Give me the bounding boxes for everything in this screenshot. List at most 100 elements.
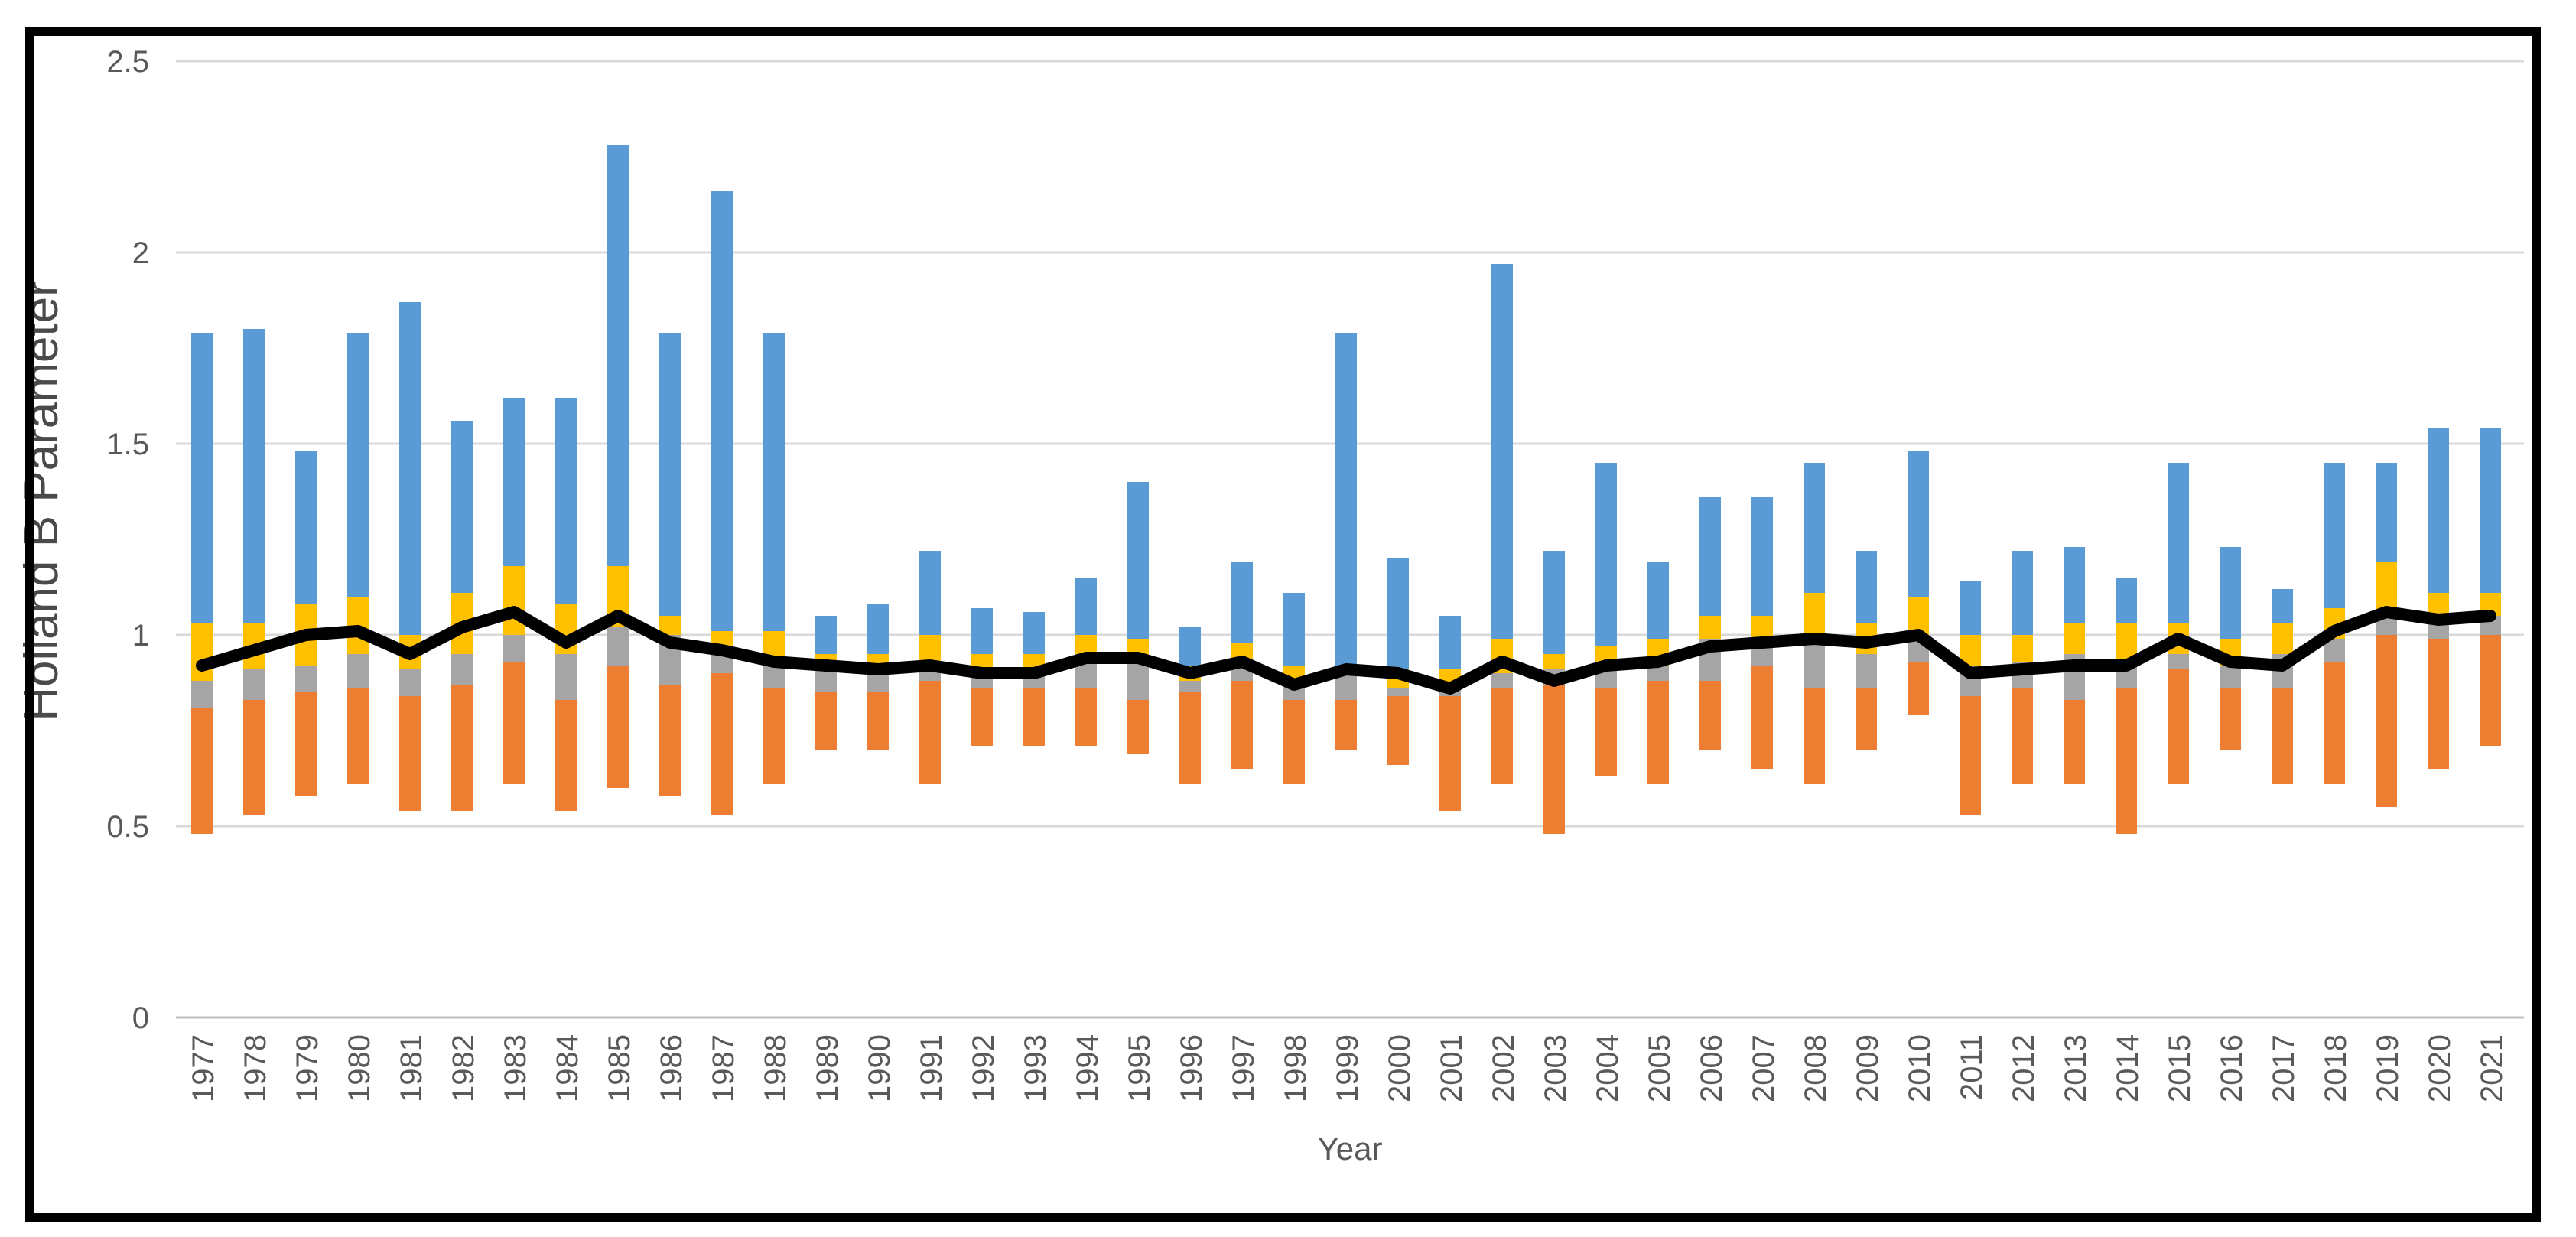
x-tick-label: 2015 xyxy=(2163,1034,2197,1102)
x-tick-label: 2005 xyxy=(1643,1034,1677,1102)
blue-upper-range xyxy=(503,398,525,566)
orange-lower-range xyxy=(2116,688,2137,834)
orange-lower-range xyxy=(1127,700,1149,754)
blue-upper-range xyxy=(347,333,369,597)
x-tick-label: 1998 xyxy=(1279,1034,1312,1102)
blue-upper-range xyxy=(2168,463,2189,623)
gray-mid-range xyxy=(2168,654,2189,669)
orange-lower-range xyxy=(347,688,369,784)
blue-upper-range xyxy=(451,421,473,593)
yellow-upper-mid-range xyxy=(1751,616,1773,639)
orange-lower-range xyxy=(1023,688,1045,746)
orange-lower-range xyxy=(919,681,941,784)
x-axis-title: Year xyxy=(1318,1131,1383,1167)
y-axis-tick-labels: 0 0.5 1 1.5 2 2.5 xyxy=(106,45,149,1035)
orange-lower-range xyxy=(1387,696,1409,765)
blue-upper-range xyxy=(711,191,733,631)
x-tick-label: 2002 xyxy=(1487,1034,1521,1102)
x-tick-label: 2016 xyxy=(2215,1034,2249,1102)
blue-upper-range xyxy=(295,451,317,604)
gray-mid-range xyxy=(1856,654,1877,688)
y-tick-label: 0.5 xyxy=(106,810,149,844)
gray-mid-range xyxy=(399,669,421,696)
x-tick-label: 2010 xyxy=(1903,1034,1937,1102)
orange-lower-range xyxy=(1647,681,1669,784)
y-axis-title: Holland B Parameter xyxy=(15,281,68,721)
blue-upper-range xyxy=(1127,482,1149,639)
gray-mid-range xyxy=(1179,681,1201,692)
orange-lower-range xyxy=(1960,696,1981,815)
blue-upper-range xyxy=(1647,562,1669,639)
yellow-upper-mid-range xyxy=(1543,654,1565,669)
orange-lower-range xyxy=(1439,696,1461,811)
orange-lower-range xyxy=(1491,688,1513,784)
blue-upper-range xyxy=(1804,463,1825,593)
orange-lower-range xyxy=(2428,639,2449,769)
x-tick-label: 2003 xyxy=(1539,1034,1573,1102)
x-tick-label: 1987 xyxy=(707,1034,740,1102)
blue-upper-range xyxy=(555,398,577,604)
blue-upper-range xyxy=(1179,627,1201,666)
x-tick-label: 1980 xyxy=(343,1034,376,1102)
gray-mid-range xyxy=(867,673,889,692)
blue-upper-range xyxy=(1075,578,1097,635)
blue-upper-range xyxy=(1439,616,1461,669)
x-tick-label: 1991 xyxy=(915,1034,948,1102)
blue-upper-range xyxy=(2324,463,2345,608)
yellow-upper-mid-range xyxy=(191,623,213,681)
blue-upper-range xyxy=(1231,562,1253,643)
orange-lower-range xyxy=(1595,688,1617,776)
orange-lower-range xyxy=(1804,688,1825,784)
orange-lower-range xyxy=(1751,666,1773,769)
gray-mid-range xyxy=(607,627,629,666)
yellow-upper-mid-range xyxy=(2272,623,2293,654)
gray-mid-range xyxy=(191,681,213,708)
trend-line xyxy=(196,606,2496,695)
orange-lower-range xyxy=(295,692,317,796)
blue-upper-range xyxy=(763,333,785,631)
orange-lower-range xyxy=(1699,681,1721,750)
x-tick-label: 2013 xyxy=(2059,1034,2093,1102)
blue-upper-range xyxy=(243,329,265,623)
yellow-upper-mid-range xyxy=(2012,635,2033,662)
orange-lower-range xyxy=(2168,669,2189,784)
x-tick-label: 1977 xyxy=(187,1034,220,1102)
orange-lower-range xyxy=(2012,688,2033,784)
blue-upper-range xyxy=(2220,547,2241,639)
x-tick-label: 2008 xyxy=(1799,1034,1833,1102)
orange-lower-range xyxy=(451,685,473,811)
blue-upper-range xyxy=(919,551,941,635)
gray-mid-range xyxy=(971,677,993,688)
orange-lower-range xyxy=(2324,662,2345,784)
orange-lower-range xyxy=(191,708,213,834)
yellow-upper-mid-range xyxy=(659,616,681,635)
x-tick-label: 1992 xyxy=(967,1034,1000,1102)
blue-upper-range xyxy=(815,616,837,654)
orange-lower-range xyxy=(1179,692,1201,784)
blue-upper-range-series xyxy=(191,145,2501,669)
blue-upper-range xyxy=(2272,589,2293,623)
blue-upper-range xyxy=(2012,551,2033,635)
gray-mid-range xyxy=(503,635,525,662)
blue-upper-range xyxy=(2116,578,2137,623)
orange-lower-range xyxy=(555,700,577,811)
yellow-upper-mid-range xyxy=(1804,593,1825,635)
orange-lower-range xyxy=(659,685,681,796)
blue-upper-range xyxy=(2480,428,2501,593)
y-tick-label: 1 xyxy=(132,619,149,653)
x-tick-label: 1986 xyxy=(655,1034,688,1102)
x-tick-label: 1989 xyxy=(811,1034,844,1102)
x-tick-label: 2001 xyxy=(1435,1034,1469,1102)
blue-upper-range xyxy=(1908,451,1929,597)
blue-upper-range xyxy=(1023,612,1045,654)
blue-upper-range xyxy=(2064,547,2085,623)
orange-lower-range xyxy=(971,688,993,746)
x-tick-label: 2012 xyxy=(2007,1034,2041,1102)
x-tick-label: 2006 xyxy=(1695,1034,1729,1102)
blue-upper-range xyxy=(971,608,993,654)
x-tick-label: 1996 xyxy=(1175,1034,1208,1102)
gray-mid-range xyxy=(2220,666,2241,688)
orange-lower-range xyxy=(1908,662,1929,715)
